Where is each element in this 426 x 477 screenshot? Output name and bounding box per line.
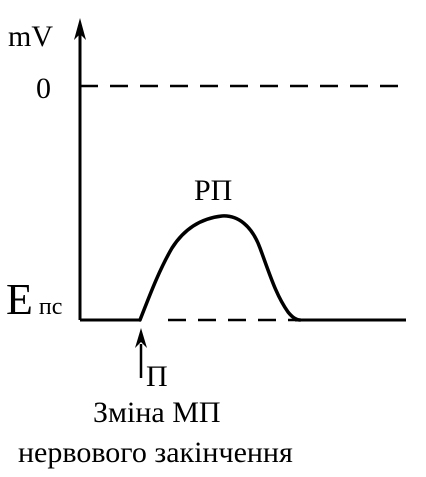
y-axis-unit-label: mV <box>8 20 53 53</box>
stimulus-arrowhead <box>135 328 147 348</box>
zero-level-label: 0 <box>36 72 51 105</box>
caption-line-1: Зміна МП <box>93 396 221 429</box>
stimulus-label: П <box>146 360 168 393</box>
y-axis-arrowhead <box>74 18 86 40</box>
caption-line-2: нервового закінчення <box>18 436 293 469</box>
resting-level-main: E <box>6 275 33 324</box>
resting-level-subscript: пс <box>39 294 63 320</box>
response-label: РП <box>194 174 232 207</box>
response-curve <box>138 214 302 322</box>
resting-level-label: E пс <box>6 275 62 324</box>
